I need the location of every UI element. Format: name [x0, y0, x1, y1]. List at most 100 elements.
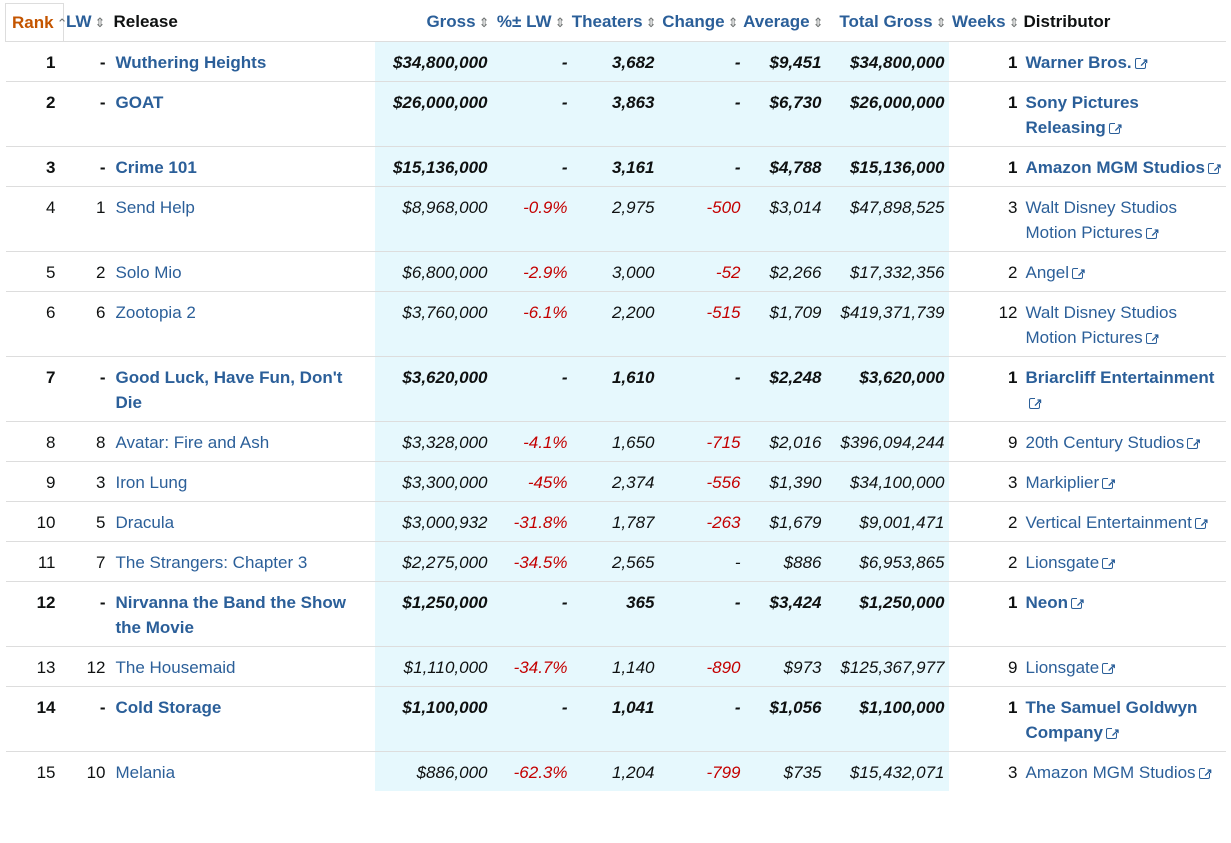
distributor-link[interactable]: Neon	[1026, 591, 1086, 616]
release-link[interactable]: Avatar: Fire and Ash	[115, 433, 270, 452]
cell-pct-lw: -	[491, 581, 568, 647]
cell-lw: 3	[63, 461, 112, 502]
cell-change: -	[658, 686, 741, 752]
cell-change: -515	[658, 291, 741, 357]
sort-gross[interactable]: Gross ⇕	[426, 12, 490, 32]
table-row: 5 2 Solo Mio $6,800,000 -2.9% 3,000 -52 $2,266 $…	[5, 251, 1226, 292]
cell-gross: $6,800,000	[374, 251, 492, 292]
distributor-link[interactable]: Lionsgate	[1026, 551, 1117, 576]
cell-average: $2,266	[740, 251, 826, 292]
release-link[interactable]: Zootopia 2	[115, 303, 196, 322]
release-link[interactable]: Solo Mio	[115, 263, 182, 282]
sort-total-gross[interactable]: Total Gross ⇕	[839, 12, 947, 32]
distributor-link[interactable]: Amazon MGM Studios	[1026, 761, 1213, 786]
distributor-link[interactable]: Lionsgate	[1026, 656, 1117, 681]
release-link[interactable]: Cold Storage	[115, 698, 222, 717]
cell-weeks: 1	[948, 686, 1022, 752]
distributor-link[interactable]: The Samuel Goldwyn Company	[1026, 698, 1198, 746]
sort-change[interactable]: Change ⇕	[662, 12, 739, 32]
external-link-icon	[1071, 591, 1085, 616]
cell-gross: $3,000,932	[374, 501, 492, 542]
release-link[interactable]: Crime 101	[115, 158, 197, 177]
table-row: 10 5 Dracula $3,000,932 -31.8% 1,787 -263 $1,67…	[5, 501, 1226, 542]
cell-average: $973	[740, 646, 826, 687]
cell-release: Solo Mio	[111, 251, 375, 292]
distributor-link[interactable]: Vertical Entertainment	[1026, 511, 1209, 536]
cell-distributor: The Samuel Goldwyn Company	[1021, 686, 1226, 752]
cell-release: Dracula	[111, 501, 375, 542]
cell-change: -890	[658, 646, 741, 687]
cell-weeks: 2	[948, 251, 1022, 292]
sort-up-icon: ⌃	[56, 15, 68, 31]
cell-theaters: 3,682	[567, 41, 659, 82]
external-link-icon	[1145, 326, 1160, 351]
cell-lw: 1	[63, 186, 112, 252]
distributor-link[interactable]: Markiplier	[1026, 471, 1117, 496]
cell-change: -	[658, 581, 741, 647]
sort-theaters[interactable]: Theaters ⇕	[571, 12, 657, 32]
cell-release: The Housemaid	[111, 646, 375, 687]
distributor-link[interactable]: Sony Pictures Releasing	[1026, 93, 1139, 141]
header-release: Release	[113, 12, 178, 32]
sort-pct-lw[interactable]: %± LW ⇕	[496, 12, 566, 32]
cell-lw: 2	[63, 251, 112, 292]
sort-lw[interactable]: LW ⇕	[66, 12, 106, 32]
cell-change: -715	[658, 421, 741, 462]
release-link[interactable]: GOAT	[115, 93, 164, 112]
cell-average: $3,424	[740, 581, 826, 647]
cell-change: -556	[658, 461, 741, 502]
cell-distributor: Briarcliff Entertainment	[1021, 356, 1226, 422]
cell-theaters: 1,610	[567, 356, 659, 422]
cell-rank: 5	[5, 251, 64, 292]
cell-release: The Strangers: Chapter 3	[111, 541, 375, 582]
table-row: 15 10 Melania $886,000 -62.3% 1,204 -799 $735 $1…	[5, 751, 1226, 791]
external-link-icon	[1102, 471, 1116, 496]
release-link[interactable]: Good Luck, Have Fun, Don't Die	[115, 368, 343, 412]
cell-average: $6,730	[740, 81, 826, 147]
cell-average: $1,056	[740, 686, 826, 752]
cell-total-gross: $1,100,000	[825, 686, 949, 752]
distributor-link[interactable]: Walt Disney Studios Motion Pictures	[1026, 198, 1177, 246]
cell-theaters: 365	[567, 581, 659, 647]
table-row: 14- Cold Storage $1,100,000-1,041- $1,056 $1…	[5, 686, 1226, 752]
release-link[interactable]: The Housemaid	[115, 658, 236, 677]
cell-change: -500	[658, 186, 741, 252]
sort-weeks[interactable]: Weeks ⇕	[952, 12, 1020, 32]
distributor-link[interactable]: Walt Disney Studios Motion Pictures	[1026, 303, 1177, 351]
external-link-icon	[1102, 551, 1116, 576]
cell-release: Send Help	[111, 186, 375, 252]
distributor-link[interactable]: 20th Century Studios	[1026, 431, 1202, 456]
cell-rank: 7	[5, 356, 64, 422]
cell-weeks: 9	[948, 646, 1022, 687]
distributor-link[interactable]: Angel	[1026, 261, 1086, 286]
cell-distributor: Angel	[1021, 251, 1226, 292]
release-link[interactable]: Send Help	[115, 198, 195, 217]
release-link[interactable]: The Strangers: Chapter 3	[115, 553, 308, 572]
cell-distributor: 20th Century Studios	[1021, 421, 1226, 462]
cell-gross: $3,300,000	[374, 461, 492, 502]
release-link[interactable]: Nirvanna the Band the Show the Movie	[115, 593, 346, 637]
cell-average: $4,788	[740, 146, 826, 187]
cell-theaters: 3,000	[567, 251, 659, 292]
cell-total-gross: $9,001,471	[825, 501, 949, 542]
cell-theaters: 2,565	[567, 541, 659, 582]
release-link[interactable]: Dracula	[115, 513, 175, 532]
cell-average: $1,679	[740, 501, 826, 542]
distributor-link[interactable]: Briarcliff Entertainment	[1026, 368, 1215, 416]
cell-lw: -	[63, 81, 112, 147]
cell-gross: $3,760,000	[374, 291, 492, 357]
external-link-icon	[1207, 156, 1222, 181]
cell-change: -263	[658, 501, 741, 542]
sort-icon: ⇕	[935, 15, 947, 31]
sort-rank[interactable]: Rank ⌃	[5, 3, 67, 42]
cell-lw: 8	[63, 421, 112, 462]
sort-average[interactable]: Average ⇕	[743, 12, 824, 32]
distributor-link[interactable]: Amazon MGM Studios	[1026, 156, 1222, 181]
cell-distributor: Neon	[1021, 581, 1226, 647]
release-link[interactable]: Wuthering Heights	[115, 53, 267, 72]
distributor-link[interactable]: Warner Bros.	[1026, 51, 1149, 76]
release-link[interactable]: Melania	[115, 763, 176, 782]
release-link[interactable]: Iron Lung	[115, 473, 188, 492]
cell-total-gross: $125,367,977	[825, 646, 949, 687]
cell-gross: $3,620,000	[374, 356, 492, 422]
